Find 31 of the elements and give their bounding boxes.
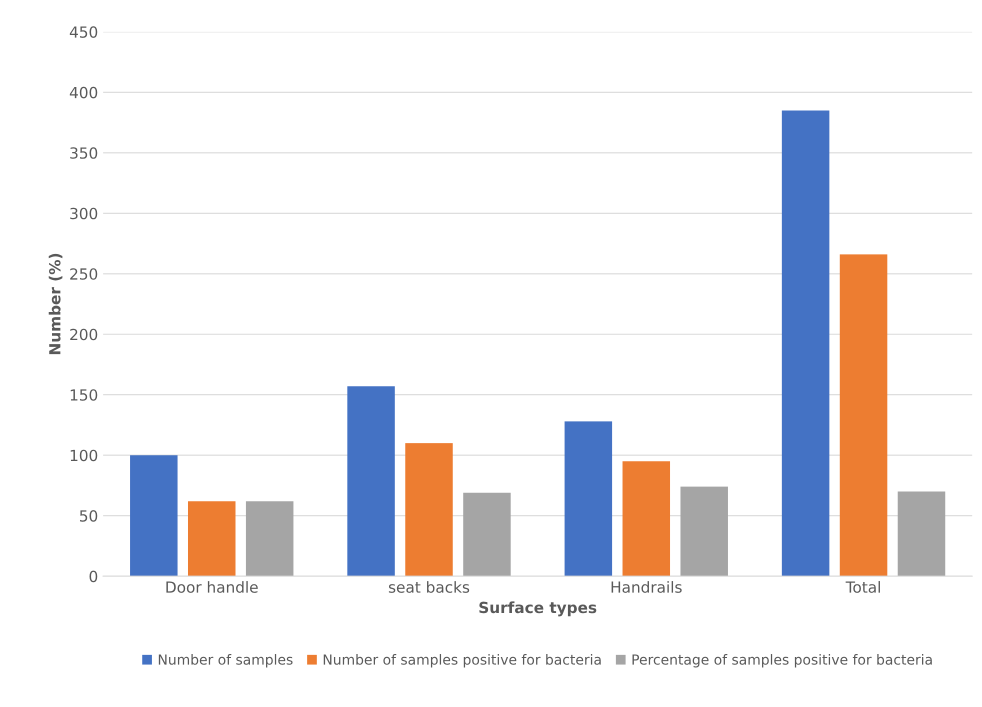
y-tick-label: 250 xyxy=(70,268,98,280)
x-tick-label: Handrails xyxy=(612,581,682,593)
bar xyxy=(782,110,830,576)
bar xyxy=(898,492,946,576)
x-tick-label: Total xyxy=(846,581,880,593)
bar xyxy=(463,492,511,576)
bar xyxy=(680,486,728,576)
y-tick-label: 400 xyxy=(70,86,98,98)
y-tick-label: 450 xyxy=(70,26,98,38)
y-tick-label: 150 xyxy=(70,389,98,401)
y-axis-title: Number (%) xyxy=(48,254,62,354)
y-tick-label: 0 xyxy=(90,570,98,582)
bar xyxy=(840,254,888,576)
legend-label: Number of samples xyxy=(158,654,293,668)
bar xyxy=(188,501,236,576)
y-tick-label: 350 xyxy=(70,147,98,159)
legend-label: Percentage of samples positive for bacteria xyxy=(632,654,932,668)
y-tick-label: 200 xyxy=(70,328,98,340)
bar xyxy=(622,461,670,576)
y-tick-label: 50 xyxy=(80,510,98,522)
y-tick-label: 300 xyxy=(70,208,98,220)
x-tick-label: seat backs xyxy=(388,581,470,593)
y-tick-label: 100 xyxy=(70,450,98,462)
x-axis-title: Surface types xyxy=(479,601,596,616)
bar xyxy=(347,386,395,576)
x-tick-label: Door handle xyxy=(166,581,258,593)
legend-label: Number of samples positive for bacteria xyxy=(324,654,601,668)
bar xyxy=(130,455,178,576)
bar xyxy=(246,501,294,576)
bar xyxy=(405,443,453,576)
bar xyxy=(564,421,612,576)
